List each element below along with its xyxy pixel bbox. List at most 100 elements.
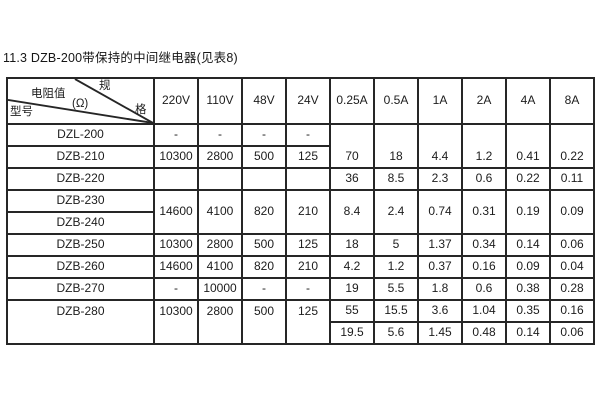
diagonal-lines (9, 80, 152, 122)
corner-label-resistance: 电阻值 (31, 88, 66, 100)
table-row-dzb270: DZB-270 - 10000 - - 19 5.5 1.8 0.6 0.38 … (6, 277, 595, 301)
resistance-value-cell: 210 (285, 255, 331, 279)
diagonal-corner-cell: 电阻值 (Ω) 规 格 型号 (6, 77, 155, 125)
resistance-value-cell: 3.6 (417, 299, 463, 323)
resistance-value-cell: 0.22 (505, 167, 551, 191)
model-cell: DZB-280 (6, 299, 155, 345)
resistance-value-cell: 125 (285, 233, 331, 257)
resistance-value-cell: 0.6 (461, 277, 507, 301)
resistance-value-cell: 8.4 (329, 189, 375, 235)
table-row-dzb280-second: 19.5 5.6 1.45 0.48 0.14 0.06 (7, 321, 595, 345)
resistance-value-cell: - (241, 123, 287, 147)
resistance-value-cell: 0.48 (461, 321, 507, 345)
resistance-value-cell: 14600 (153, 189, 199, 235)
resistance-value-cell: 2800 (197, 233, 243, 257)
section-title: 11.3 DZB-200带保持的中间继电器(见表8) (3, 51, 238, 65)
corner-label-unit: (Ω) (72, 98, 89, 110)
resistance-value-cell: 820 (241, 189, 287, 235)
model-cell: DZB-250 (6, 233, 155, 257)
table-row-dzb230: DZB-230 14600 4100 820 210 8.4 2.4 0.74 … (6, 189, 595, 235)
resistance-value-cell: 4.2 (329, 255, 375, 279)
column-header-48v: 48V (241, 77, 287, 125)
resistance-value-cell: 0.28 (549, 277, 595, 301)
resistance-value-cell: 500 (241, 299, 287, 345)
resistance-value-cell: 18 (373, 123, 419, 169)
resistance-value-cell: 14600 (153, 255, 199, 279)
model-cell: DZB-270 (6, 277, 155, 301)
corner-label-model: 型号 (10, 106, 33, 118)
model-cell: DZB-220 (6, 167, 155, 191)
table-row-dzb250: DZB-250 10300 2800 500 125 18 5 1.37 0.3… (6, 233, 595, 257)
model-cell: DZB-260 (6, 255, 155, 279)
resistance-value-cell: - (285, 277, 331, 301)
resistance-value-cell: 0.19 (505, 189, 551, 235)
resistance-value-cell: 2.3 (417, 167, 463, 191)
table-row-dzb220: DZB-220 36 8.5 2.3 0.6 0.22 0.11 (6, 167, 595, 191)
resistance-value-cell: 210 (285, 189, 331, 235)
resistance-value-cell: 1.2 (461, 123, 507, 169)
resistance-value-cell: 2800 (197, 299, 243, 345)
table-row-dzb260: DZB-260 14600 4100 820 210 4.2 1.2 0.37 … (6, 255, 595, 279)
resistance-value-cell: 0.38 (505, 277, 551, 301)
column-header-110v: 110V (197, 77, 243, 125)
resistance-value-cell: 0.09 (505, 255, 551, 279)
resistance-value-cell: - (241, 277, 287, 301)
model-cell: DZL-200 (6, 123, 155, 147)
corner-label-spec-bottom: 格 (135, 104, 147, 116)
resistance-value-cell: 0.06 (549, 233, 595, 257)
resistance-value-cell: 500 (241, 233, 287, 257)
resistance-value-cell: 0.6 (461, 167, 507, 191)
resistance-value-cell: 0.34 (461, 233, 507, 257)
header-row: 电阻值 (Ω) 规 格 型号 220V 110V 48V 24V 0.25A 0… (6, 77, 595, 125)
column-header-220v: 220V (153, 77, 199, 125)
column-header-2a: 2A (461, 77, 507, 125)
resistance-value-cell: 19 (329, 277, 375, 301)
column-header-025a: 0.25A (329, 77, 375, 125)
resistance-value-cell: 0.06 (549, 321, 595, 345)
relay-spec-table: 电阻值 (Ω) 规 格 型号 220V 110V 48V 24V 0.25A 0… (6, 77, 595, 345)
resistance-value-cell: - (153, 123, 199, 147)
resistance-value-cell: 5 (373, 233, 419, 257)
resistance-value-cell: 55 (329, 299, 375, 323)
table-row-dzb210: DZB-210 10300 2800 500 125 (6, 145, 594, 169)
column-header-1a: 1A (417, 77, 463, 125)
resistance-value-cell: - (285, 123, 331, 147)
resistance-value-cell: 0.37 (417, 255, 463, 279)
resistance-value-cell: 70 (329, 123, 375, 169)
resistance-value-cell: - (197, 123, 243, 147)
resistance-value-cell: 2800 (197, 145, 243, 169)
resistance-value-cell: 4.4 (417, 123, 463, 169)
empty-cell (197, 167, 243, 191)
model-cell: DZB-240 (6, 211, 155, 235)
resistance-value-cell: - (153, 277, 199, 301)
resistance-value-cell: 36 (329, 167, 375, 191)
column-header-8a: 8A (549, 77, 595, 125)
resistance-value-cell: 8.5 (373, 167, 419, 191)
resistance-value-cell: 0.41 (505, 123, 551, 169)
resistance-value-cell: 10300 (153, 233, 199, 257)
resistance-value-cell: 820 (241, 255, 287, 279)
empty-cell (241, 167, 287, 191)
resistance-value-cell: 5.6 (373, 321, 419, 345)
table-row-dzb280: DZB-280 10300 2800 500 125 55 15.5 3.6 1… (6, 299, 595, 345)
resistance-value-cell: 0.14 (505, 233, 551, 257)
resistance-value-cell: 1.04 (461, 299, 507, 323)
resistance-value-cell: 0.31 (461, 189, 507, 235)
table-row-dzl200: DZL-200 - - - - 70 18 4.4 1.2 0.41 0.22 (6, 123, 595, 169)
resistance-value-cell: 18 (329, 233, 375, 257)
resistance-value-cell: 10000 (197, 277, 243, 301)
resistance-value-cell: 5.5 (373, 277, 419, 301)
resistance-value-cell: 0.16 (549, 299, 595, 323)
resistance-value-cell: 500 (241, 145, 287, 169)
resistance-value-cell: 0.22 (549, 123, 595, 169)
resistance-value-cell: 125 (285, 145, 331, 169)
resistance-value-cell: 2.4 (373, 189, 419, 235)
resistance-value-cell: 0.09 (549, 189, 595, 235)
resistance-value-cell: 1.8 (417, 277, 463, 301)
table-row-dzb240: DZB-240 (6, 211, 594, 235)
resistance-value-cell: 10300 (153, 299, 199, 345)
resistance-value-cell: 0.16 (461, 255, 507, 279)
resistance-value-cell: 125 (285, 299, 331, 345)
corner-label-spec-top: 规 (99, 80, 111, 92)
